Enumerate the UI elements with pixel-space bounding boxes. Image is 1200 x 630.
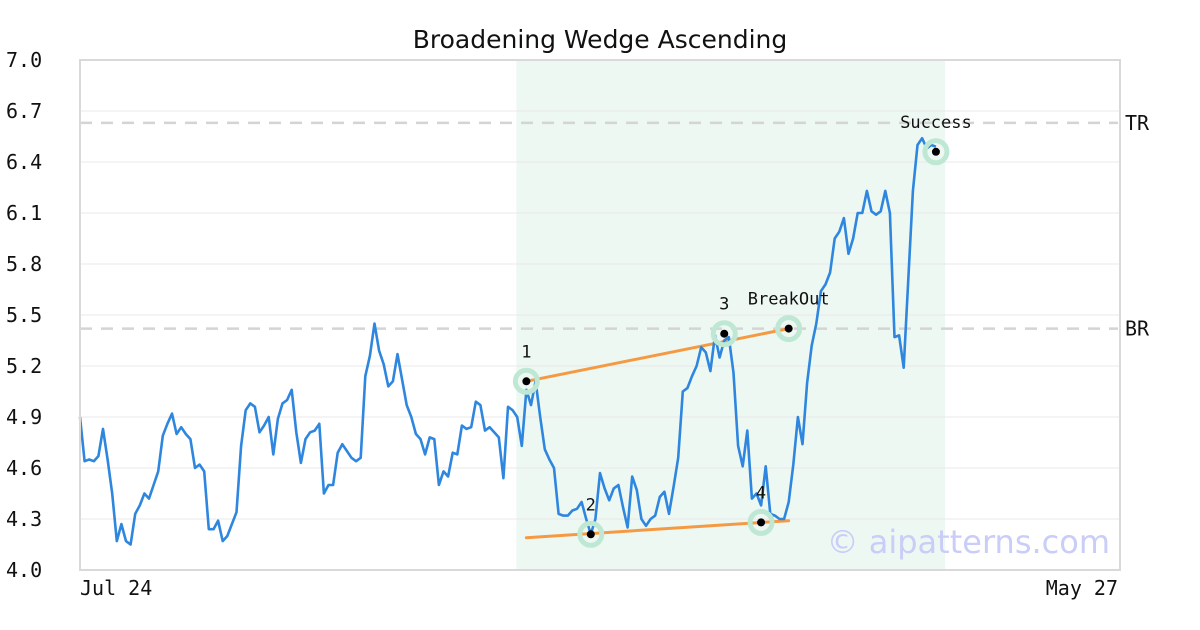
point-dot: [522, 377, 531, 386]
y-tick-label: 6.4: [6, 150, 42, 174]
point-label: Success: [900, 113, 972, 133]
point-dot: [931, 147, 940, 156]
pattern-point-4: 4: [747, 483, 775, 536]
pattern-points: 1 2 3 4 BreakOut Success: [512, 113, 972, 548]
pattern-point-success: Success: [900, 113, 972, 166]
point-halo: [775, 315, 803, 343]
point-halo: [577, 520, 605, 548]
trendlines: [524, 327, 791, 540]
point-dot: [720, 329, 729, 338]
point-halo: [747, 508, 775, 536]
y-tick-label: 5.2: [6, 354, 42, 378]
trendline: [524, 519, 791, 540]
x-axis-ticks: Jul 24 May 27: [80, 576, 1118, 600]
point-label: 1: [521, 342, 531, 362]
level-label-br: BR: [1125, 317, 1150, 341]
point-dot: [757, 518, 766, 527]
price-series-line: [78, 136, 937, 546]
y-tick-label: 5.5: [6, 303, 42, 327]
point-dot: [784, 324, 793, 333]
y-tick-label: 6.7: [6, 99, 42, 123]
pattern-point-2: 2: [577, 495, 605, 548]
pattern-point-breakout: BreakOut: [748, 290, 830, 343]
x-tick-label-end: May 27: [1046, 576, 1118, 600]
point-label: BreakOut: [748, 290, 830, 310]
y-tick-label: 7.0: [6, 48, 42, 72]
chart-title: Broadening Wedge Ascending: [413, 25, 788, 54]
x-tick-label-start: Jul 24: [80, 576, 152, 600]
y-tick-label: 4.3: [6, 507, 42, 531]
pattern-point-3: 3: [710, 295, 738, 348]
watermark: © aipatterns.com: [827, 523, 1110, 561]
trendline: [524, 327, 791, 383]
point-dot: [586, 530, 595, 539]
y-tick-label: 4.6: [6, 456, 42, 480]
level-label-tr: TR: [1125, 111, 1150, 135]
point-label: 4: [756, 483, 766, 503]
point-halo: [922, 138, 950, 166]
level-lines: TR BR: [80, 111, 1150, 341]
y-tick-label: 4.0: [6, 558, 42, 582]
y-tick-label: 5.8: [6, 252, 42, 276]
plot-frame: [79, 59, 1121, 571]
point-halo: [512, 367, 540, 395]
pattern-point-1: 1: [512, 342, 540, 395]
y-axis-ticks: 7.0 6.7 6.4 6.1 5.8 5.5 5.2 4.9 4.6 4.3 4.0: [6, 48, 42, 582]
y-tick-label: 4.9: [6, 405, 42, 429]
point-halo: [710, 320, 738, 348]
y-tick-label: 6.1: [6, 201, 42, 225]
point-label: 2: [586, 495, 596, 515]
point-label: 3: [719, 295, 729, 315]
